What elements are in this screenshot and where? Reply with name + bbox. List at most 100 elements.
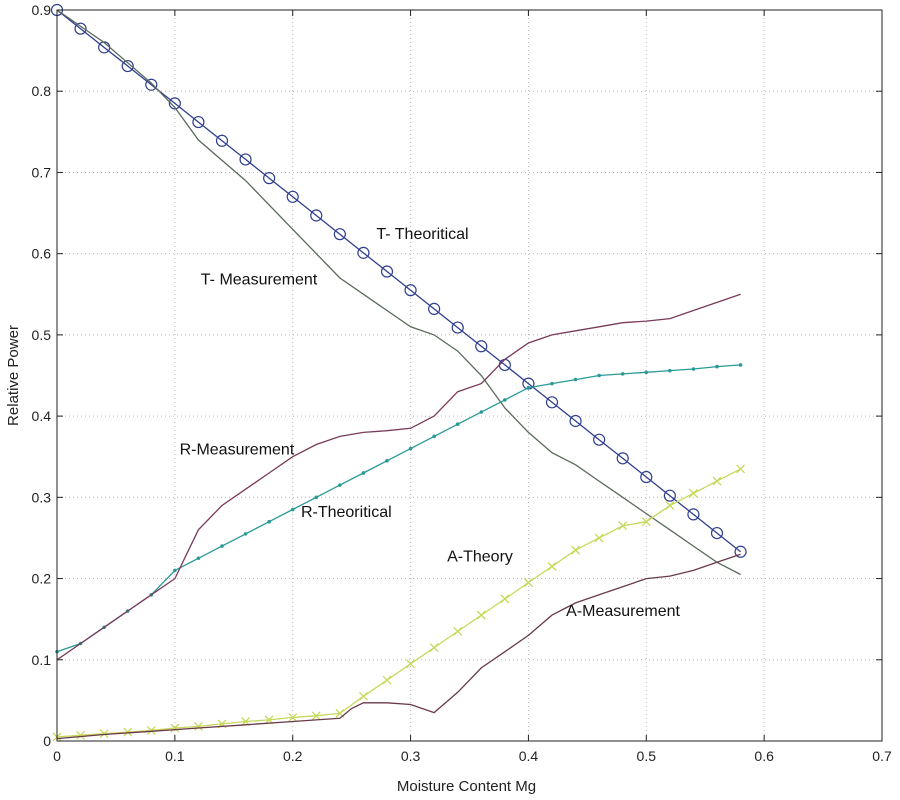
plot-frame (56, 9, 883, 742)
data-point (500, 594, 510, 604)
data-point (691, 367, 696, 371)
series-annotation: R-Theoritical (301, 504, 392, 521)
data-point (288, 712, 298, 722)
data-point (290, 507, 295, 512)
data-point (616, 452, 629, 465)
data-point (123, 727, 133, 737)
data-point (432, 434, 436, 439)
data-point (314, 495, 319, 500)
data-point (453, 626, 463, 636)
x-tick-label: 0.1 (165, 748, 185, 764)
data-point (429, 643, 439, 653)
series-line-a-theory (56, 468, 741, 738)
data-point (550, 381, 554, 386)
data-point (641, 517, 651, 527)
data-point (715, 364, 719, 369)
data-point (734, 545, 747, 558)
data-point (196, 556, 201, 561)
data-point (687, 508, 700, 521)
data-point (215, 134, 229, 147)
series-t-measurement (56, 9, 741, 576)
data-point (263, 172, 276, 185)
series-line-t-measurement (56, 9, 741, 576)
data-point (333, 228, 346, 241)
data-point (168, 97, 181, 110)
data-point (668, 368, 672, 373)
series-line-r-measurement (56, 293, 741, 661)
data-point (146, 725, 156, 735)
data-point (620, 372, 625, 376)
gridlines (57, 10, 882, 741)
data-point (503, 398, 507, 402)
y-tick-label: 0.9 (32, 2, 52, 18)
data-point (99, 729, 109, 739)
series-annotation: R-Measurement (180, 441, 295, 458)
series-annotation: A-Theory (447, 548, 513, 565)
data-point (451, 321, 464, 334)
data-point (173, 568, 177, 573)
data-point (338, 483, 342, 487)
data-point (311, 711, 321, 721)
data-point (523, 578, 533, 588)
data-point (76, 730, 86, 740)
series-a-theory (52, 464, 746, 742)
data-point (545, 396, 559, 409)
data-point (526, 385, 531, 390)
x-tick-label: 0.2 (283, 748, 303, 764)
data-point (738, 363, 743, 367)
x-tick-label: 0.3 (401, 748, 421, 764)
data-point (597, 373, 601, 378)
data-point (406, 659, 416, 669)
data-point (640, 470, 653, 484)
data-point (239, 153, 252, 166)
x-tick-label: 0.5 (637, 748, 657, 764)
series-annotation: A-Measurement (566, 603, 680, 620)
data-point (663, 489, 676, 502)
data-point (644, 370, 649, 375)
y-axis-label: Relative Power (5, 325, 22, 426)
data-point (243, 532, 248, 536)
data-point (267, 519, 271, 524)
series-layer (50, 3, 747, 742)
data-point (357, 246, 370, 259)
data-point (712, 476, 722, 486)
data-point (618, 521, 628, 531)
data-point (380, 265, 394, 278)
data-point (286, 190, 299, 203)
data-point (74, 22, 87, 35)
y-tick-label: 0.7 (32, 164, 52, 180)
annotations: T- Theoritical T- Measurement R-Measuremen… (180, 226, 681, 620)
data-point (361, 471, 366, 475)
x-tick-label: 0.6 (754, 748, 774, 764)
data-point (710, 526, 724, 540)
y-tick-label: 0 (43, 733, 51, 749)
data-point (665, 500, 675, 510)
data-point (476, 610, 486, 620)
y-tick-label: 0.4 (32, 408, 52, 424)
data-point (569, 414, 582, 428)
series-r-measurement (56, 293, 741, 661)
series-annotation: T- Measurement (201, 272, 318, 289)
data-point (310, 209, 323, 222)
y-tick-label: 0.1 (32, 652, 52, 668)
data-point (547, 561, 557, 571)
x-tick-label: 0.4 (519, 748, 539, 764)
data-point (479, 410, 484, 414)
data-point (382, 675, 392, 685)
data-point (220, 544, 224, 548)
series-t-theoritical (50, 3, 747, 558)
data-point (145, 78, 158, 91)
data-point (404, 284, 417, 297)
data-point (408, 446, 413, 451)
series-line-r-theoritical (56, 364, 741, 653)
data-point (573, 377, 578, 382)
y-tick-label: 0.6 (32, 246, 52, 262)
data-point (593, 433, 606, 446)
series-a-measurement (56, 553, 741, 740)
data-point (358, 691, 368, 701)
y-tick-label: 0.2 (32, 571, 52, 587)
tick-labels: 0 0.1 0.2 0.3 0.4 0.5 0.6 0.7 0 0.1 0.2 0.3 0.4 0.5 0.… (32, 2, 892, 764)
data-point (385, 458, 389, 463)
data-point (170, 723, 180, 733)
y-tick-label: 0.8 (32, 83, 52, 99)
